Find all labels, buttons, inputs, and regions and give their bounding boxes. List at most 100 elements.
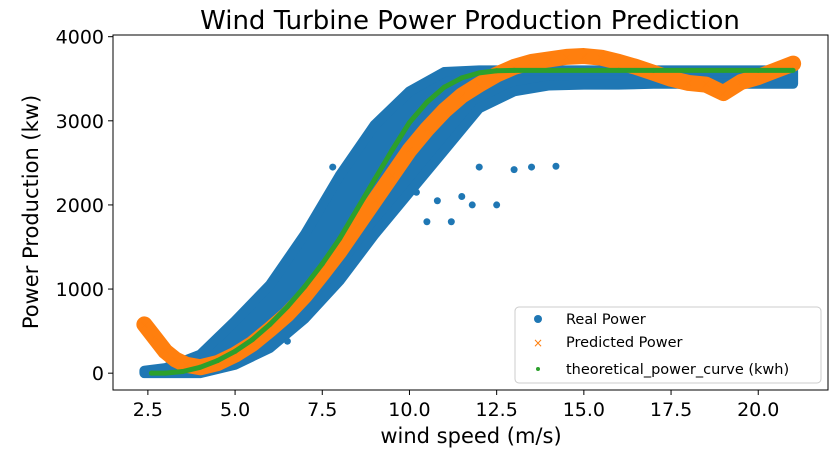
legend-marker-real [534, 315, 542, 323]
predicted-power-point [667, 75, 675, 83]
real-power-point [458, 193, 466, 201]
legend-label-predicted: Predicted Power [566, 335, 683, 351]
legend-marker-theoretical [536, 367, 540, 371]
plot-frame [112, 34, 829, 391]
predicted-power-point [597, 54, 605, 62]
theoretical-point [581, 67, 587, 73]
theoretical-point [148, 370, 154, 376]
real-power-point [433, 197, 441, 205]
x-tick-label: 7.5 [307, 399, 337, 421]
x-tick-label: 17.5 [650, 399, 692, 421]
predicted-power-point [318, 270, 326, 278]
theoretical-point [319, 261, 325, 267]
predicted-power-point [719, 89, 727, 97]
theoretical-point [406, 119, 412, 125]
theoretical-curve-line [151, 67, 794, 376]
theoretical-point [250, 337, 256, 343]
predicted-power-point [151, 334, 159, 342]
theoretical-point [651, 67, 657, 73]
predicted-power-point [789, 60, 797, 68]
real-power-point [329, 163, 337, 171]
predicted-power-point [371, 197, 379, 205]
predicted-power-point [440, 107, 448, 115]
predicted-power-point [737, 78, 745, 86]
predicted-power-point [528, 58, 535, 66]
theoretical-point [162, 370, 168, 376]
theoretical-point [372, 177, 378, 183]
x-axis-label: wind speed (m/s) [380, 424, 561, 448]
real-power-point [412, 188, 420, 196]
predicted-power-point [475, 81, 483, 89]
x-tick-label: 5.0 [220, 399, 250, 421]
theoretical-point [459, 75, 465, 81]
predicted-power-point [458, 92, 466, 99]
theoretical-point [616, 67, 622, 73]
theoretical-point [424, 99, 430, 105]
real-power-point [510, 166, 518, 174]
theoretical-point [302, 284, 308, 290]
predicted-power-point [336, 247, 344, 255]
x-tick-label: 15.0 [563, 399, 605, 421]
theoretical-point [389, 147, 395, 153]
predicted-power-point [388, 172, 396, 179]
predicted-power-point [423, 125, 431, 133]
theoretical-point [180, 368, 186, 374]
predicted-power-point [702, 81, 710, 89]
y-tick-label: 0 [92, 363, 104, 385]
theoretical-point [755, 67, 761, 73]
x-tick-label: 12.5 [476, 399, 518, 421]
real-power-point [493, 201, 501, 209]
theoretical-point [267, 321, 273, 327]
theoretical-point [441, 84, 447, 90]
predicted-power-point [562, 53, 570, 61]
theoretical-point [197, 364, 203, 370]
real-power-point [447, 218, 455, 226]
theoretical-point [232, 348, 238, 354]
theoretical-point [511, 67, 517, 73]
y-tick-label: 1000 [56, 279, 104, 301]
theoretical-point [546, 67, 552, 73]
legend: Real Power × Predicted Power theoretical… [514, 306, 822, 384]
theoretical-point [284, 304, 290, 310]
predicted-power-point [353, 222, 361, 230]
y-tick-label: 4000 [56, 27, 104, 49]
predicted-power-point [301, 292, 309, 300]
theoretical-point [494, 68, 500, 74]
predicted-power-point [615, 58, 623, 66]
theoretical-point [790, 67, 796, 73]
predicted-power-point [182, 361, 190, 369]
legend-label-real: Real Power [566, 312, 646, 328]
chart-title: Wind Turbine Power Production Prediction [200, 6, 740, 36]
theoretical-point [685, 67, 691, 73]
real-power-point [140, 367, 148, 375]
predicted-power-point [161, 347, 169, 355]
x-tick-label: 2.5 [133, 399, 163, 421]
predicted-power-band [136, 48, 802, 376]
real-power-point [423, 218, 431, 226]
real-power-point [283, 337, 291, 345]
y-tick-label: 3000 [56, 111, 104, 133]
predicted-power-point [545, 55, 553, 63]
theoretical-point [720, 67, 726, 73]
real-power-point [475, 163, 483, 171]
real-power-point [468, 201, 476, 209]
predicted-power-point [580, 52, 588, 60]
legend-marker-predicted: × [533, 336, 543, 350]
legend-label-theoretical: theoretical_power_curve (kwh) [566, 362, 789, 378]
x-tick-label: 20.0 [737, 399, 779, 421]
real-power-point [528, 163, 536, 171]
theoretical-point [354, 206, 360, 212]
theoretical-point [337, 236, 343, 242]
predicted-power-point [685, 79, 692, 87]
predicted-power-point [754, 73, 762, 81]
predicted-power-point [406, 146, 413, 154]
theoretical-point [215, 358, 221, 364]
x-tick-label: 10.0 [388, 399, 430, 421]
predicted-power-point [172, 356, 180, 364]
real-power-point [552, 162, 560, 170]
y-axis-label: Power Production (kw) [19, 95, 43, 329]
y-tick-label: 2000 [56, 195, 104, 217]
predicted-power-point [140, 320, 148, 328]
theoretical-point [476, 70, 482, 76]
